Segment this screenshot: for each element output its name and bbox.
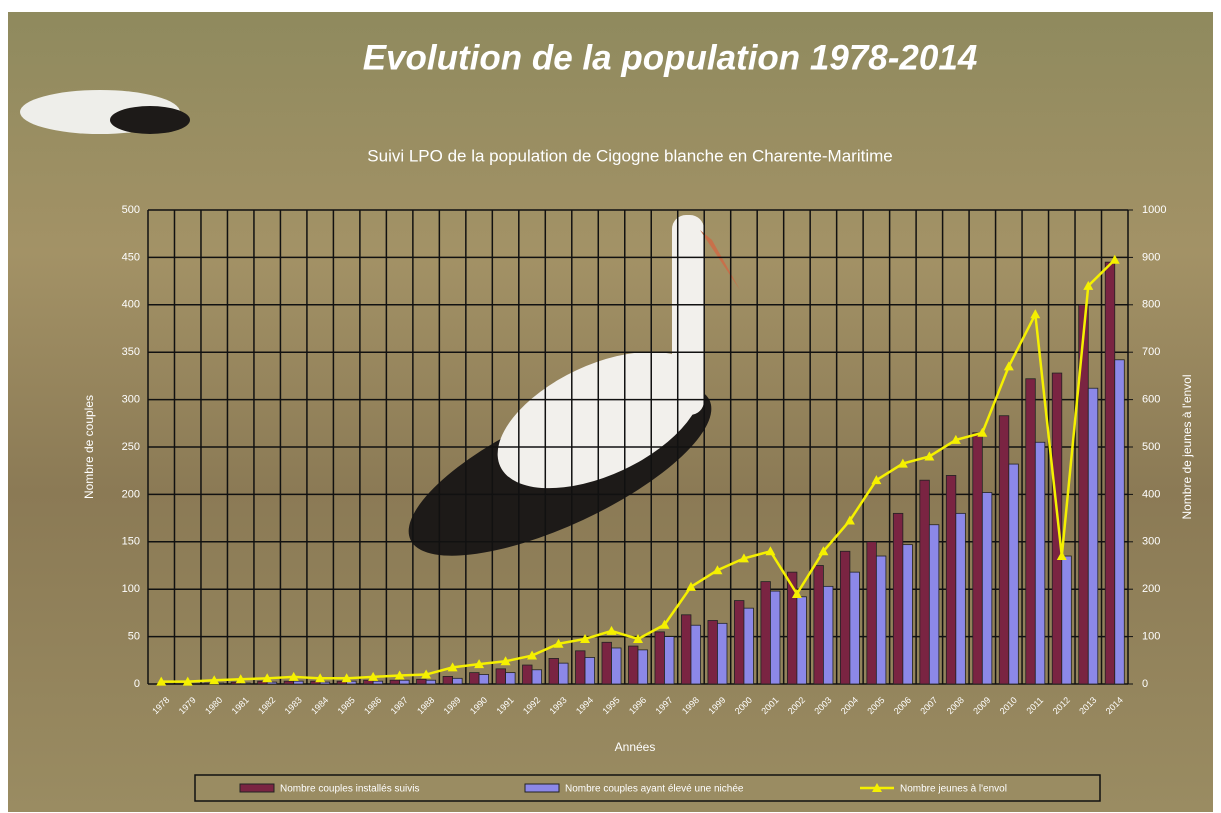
bar [390,680,400,684]
bar [823,586,833,684]
y2-axis-label: Nombre de jeunes à l'envol [1180,374,1194,519]
chart: Evolution de la population 1978-2014 Sui… [0,0,1221,813]
bar [559,663,569,684]
bar [575,651,585,684]
bar [867,542,877,684]
bar [770,591,780,684]
bar [284,681,294,684]
bar [850,572,860,684]
y2-tick-label: 500 [1142,441,1160,453]
bar [294,681,304,684]
bar [956,513,966,684]
y-tick-label: 500 [122,204,140,216]
y-tick-label: 200 [122,488,140,500]
bar [708,620,718,684]
y2-tick-label: 900 [1142,251,1160,263]
bar [585,657,595,684]
y-tick-label: 450 [122,251,140,263]
bar [787,572,797,684]
bar [496,669,506,684]
bar [443,676,453,684]
bar [1115,360,1125,684]
y2-tick-label: 600 [1142,394,1160,406]
bar [417,679,427,684]
bar [549,658,559,684]
bar [814,566,824,685]
legend-label: Nombre couples installés suivis [280,784,420,795]
bar [903,545,913,684]
bar [920,480,930,684]
bar [320,682,330,684]
bar [840,551,850,684]
bar [426,680,436,684]
y2-tick-label: 400 [1142,488,1160,500]
bar [267,682,277,684]
bar [929,525,939,684]
y2-tick-label: 800 [1142,299,1160,311]
x-axis-label: Années [615,740,656,754]
bar [946,475,956,684]
bar [982,493,992,684]
bar [1062,556,1072,684]
y-tick-label: 350 [122,346,140,358]
bar [479,675,489,684]
bar [602,642,612,684]
y-tick-label: 50 [128,631,140,643]
bar [734,601,744,684]
y2-tick-label: 1000 [1142,204,1166,216]
bar [681,615,691,684]
bar [1088,388,1098,684]
bar [373,681,383,684]
y2-tick-label: 100 [1142,631,1160,643]
y-tick-label: 150 [122,536,140,548]
bar [612,648,622,684]
bar [506,673,516,684]
bar [797,597,807,684]
bar [744,608,754,684]
y2-tick-label: 0 [1142,678,1148,690]
bar [453,678,463,684]
legend-swatch [240,784,274,792]
bar [628,646,638,684]
legend-label: Nombre jeunes à l'envol [900,784,1007,795]
bar [532,670,542,684]
y-tick-label: 0 [134,678,140,690]
y2-tick-label: 700 [1142,346,1160,358]
bar [876,556,886,684]
y-tick-label: 300 [122,394,140,406]
bar [1105,262,1115,684]
bar [1035,442,1045,684]
bar [664,637,674,684]
bar [691,625,701,684]
bar [893,513,903,684]
legend-swatch [525,784,559,792]
bar [717,623,727,684]
y2-tick-label: 200 [1142,583,1160,595]
bar [523,665,533,684]
bar [400,680,410,684]
bar [638,650,648,684]
bar [1026,379,1036,684]
bar [1009,464,1019,684]
bar [999,416,1009,684]
bar [1052,373,1062,684]
legend-label: Nombre couples ayant élevé une nichée [565,784,744,795]
bar [470,673,480,684]
y2-tick-label: 300 [1142,536,1160,548]
y-tick-label: 100 [122,583,140,595]
bar [973,433,983,684]
y-axis-label: Nombre de couples [82,395,96,499]
bar [655,632,665,684]
y-tick-label: 400 [122,299,140,311]
y-tick-label: 250 [122,441,140,453]
chart-subtitle: Suivi LPO de la population de Cigogne bl… [367,146,892,165]
bar [761,582,771,684]
chart-title: Evolution de la population 1978-2014 [363,38,978,77]
